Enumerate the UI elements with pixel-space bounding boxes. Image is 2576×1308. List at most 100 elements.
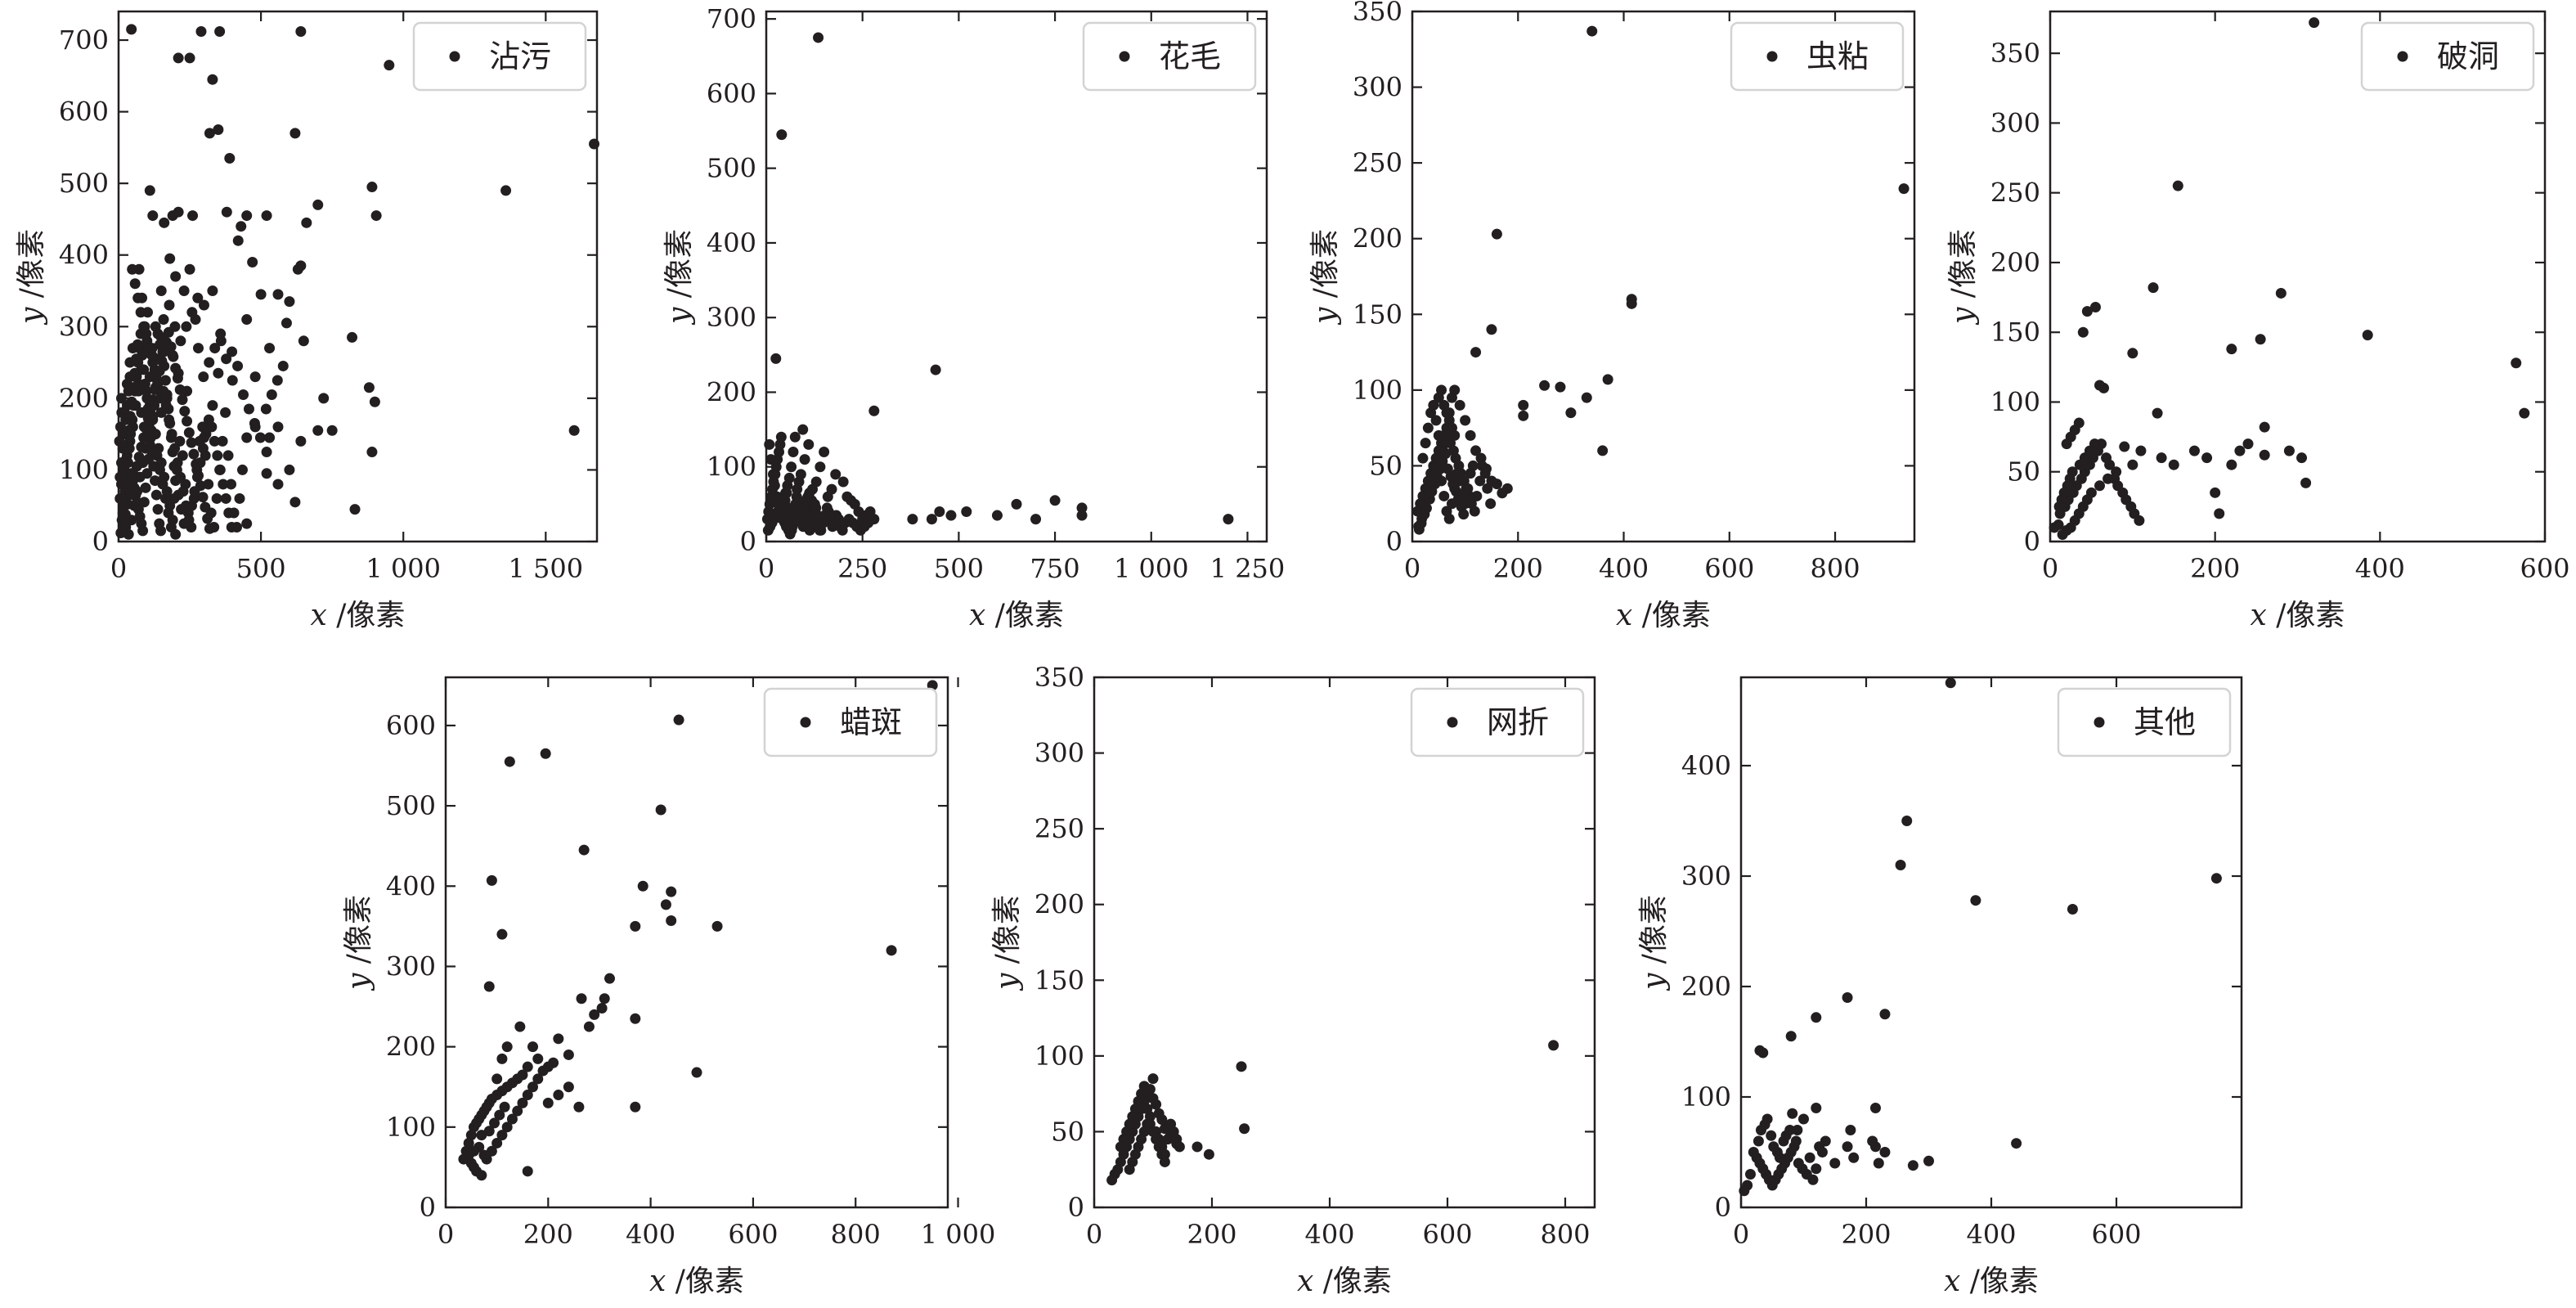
data-point xyxy=(1518,410,1529,421)
data-point xyxy=(1049,495,1061,506)
data-point xyxy=(207,400,218,411)
data-point xyxy=(2214,508,2225,519)
y-tick-label: 100 xyxy=(707,452,756,483)
data-point xyxy=(363,382,375,393)
data-point xyxy=(563,1049,574,1060)
data-point xyxy=(2511,357,2522,369)
x-tick-label: 400 xyxy=(626,1219,675,1250)
data-point xyxy=(213,124,224,135)
data-point xyxy=(1518,399,1529,411)
x-tick-label: 750 xyxy=(1030,553,1080,584)
plot-frame xyxy=(1093,676,1596,1209)
y-tick-label: 200 xyxy=(1990,247,2040,278)
y-tick-label: 0 xyxy=(740,526,756,557)
data-point xyxy=(211,492,222,504)
legend: 网折 xyxy=(1410,687,1585,757)
data-point xyxy=(799,454,810,465)
data-point xyxy=(1482,483,1493,494)
data-point xyxy=(666,886,677,897)
data-point xyxy=(573,1101,585,1112)
data-point xyxy=(501,1121,513,1133)
data-point xyxy=(589,138,600,150)
data-point xyxy=(2119,441,2130,452)
data-point xyxy=(991,510,1003,521)
data-point xyxy=(195,457,206,469)
y-axis-unit: /像素 xyxy=(1637,895,1671,964)
legend: 虫粘 xyxy=(1730,21,1905,92)
y-tick-label: 0 xyxy=(420,1192,436,1223)
data-point xyxy=(2098,382,2110,393)
data-point xyxy=(226,479,237,490)
data-point xyxy=(1223,514,1234,525)
data-point xyxy=(527,1041,539,1053)
data-point xyxy=(499,1101,510,1112)
y-axis-unit: /像素 xyxy=(1946,229,1980,298)
y-tick-label: 0 xyxy=(2024,526,2040,557)
data-point xyxy=(137,525,149,537)
x-tick-label: 0 xyxy=(2042,553,2058,584)
data-point xyxy=(181,321,192,332)
data-point xyxy=(1895,860,1906,870)
x-axis-label: x /像素 xyxy=(1297,1265,1392,1298)
x-tick-label: 0 xyxy=(758,553,774,584)
data-point xyxy=(280,317,292,329)
data-point xyxy=(822,491,833,502)
data-point xyxy=(813,32,824,43)
legend-box xyxy=(2057,687,2232,757)
data-point xyxy=(1873,1157,1884,1169)
data-point xyxy=(2147,282,2159,294)
data-point xyxy=(630,1101,641,1112)
data-point xyxy=(289,128,301,139)
data-point xyxy=(1798,1113,1809,1125)
data-point xyxy=(886,945,897,956)
data-point xyxy=(1436,384,1447,396)
data-point xyxy=(186,500,197,511)
x-tick-label: 0 xyxy=(1733,1219,1749,1250)
data-point xyxy=(837,476,849,488)
data-point xyxy=(155,525,167,537)
data-point xyxy=(369,396,380,407)
y-tick-label: 300 xyxy=(386,951,436,982)
data-point xyxy=(786,461,797,473)
data-points xyxy=(458,680,938,1181)
y-tick-label: 400 xyxy=(707,227,756,258)
data-point xyxy=(553,1033,564,1045)
data-point xyxy=(198,299,209,311)
y-tick-label: 500 xyxy=(386,790,436,821)
data-point xyxy=(1142,1103,1153,1115)
data-point xyxy=(215,328,227,339)
data-point xyxy=(214,464,226,475)
data-point xyxy=(249,418,260,429)
data-point xyxy=(140,482,151,493)
data-point xyxy=(1845,1125,1856,1135)
data-point xyxy=(770,353,782,364)
data-point xyxy=(189,486,200,497)
data-point xyxy=(209,435,220,447)
data-point xyxy=(135,307,146,318)
legend: 花毛 xyxy=(1082,21,1257,92)
data-point xyxy=(272,421,284,433)
data-point xyxy=(819,446,830,457)
data-point xyxy=(347,331,358,343)
data-point xyxy=(260,403,272,415)
y-tick-label: 500 xyxy=(707,153,756,184)
data-point xyxy=(522,1166,533,1177)
data-point xyxy=(762,524,774,536)
y-tick-label: 200 xyxy=(1034,889,1084,920)
data-point xyxy=(266,389,277,400)
data-point xyxy=(926,514,937,525)
y-axis-label: y /像素 xyxy=(1637,895,1671,991)
y-tick-label: 700 xyxy=(59,25,109,56)
legend-label: 花毛 xyxy=(1159,38,1221,74)
data-point xyxy=(666,915,677,926)
data-point xyxy=(147,411,159,422)
data-point xyxy=(312,199,324,210)
data-point xyxy=(164,414,175,425)
y-axis-variable: y xyxy=(15,298,48,326)
data-point xyxy=(146,425,157,436)
data-point xyxy=(191,471,203,483)
data-point xyxy=(141,468,153,479)
data-point xyxy=(150,475,161,487)
data-point xyxy=(491,1137,503,1148)
x-axis-variable: x xyxy=(311,599,337,632)
